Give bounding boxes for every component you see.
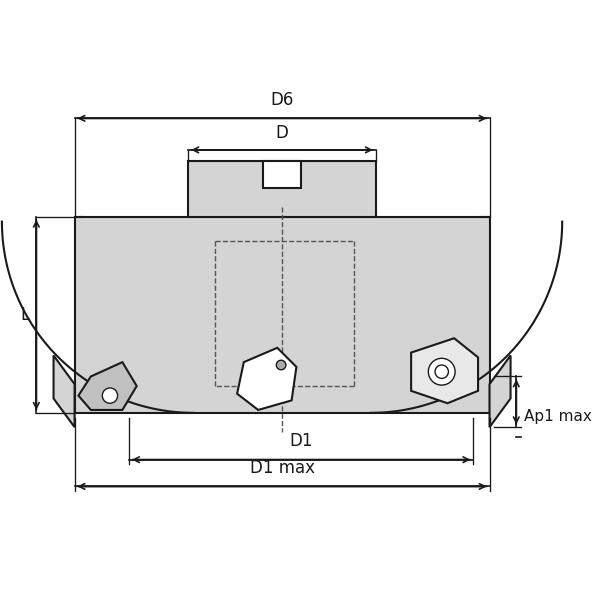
Text: D6: D6 [271,91,294,109]
Text: D1: D1 [289,432,313,450]
Text: L: L [20,306,29,324]
Polygon shape [188,161,376,217]
Text: Ap1 max: Ap1 max [524,409,592,424]
Circle shape [277,360,286,370]
Text: D1 max: D1 max [250,459,314,477]
Circle shape [428,358,455,385]
Polygon shape [74,217,490,413]
Polygon shape [237,348,296,410]
Circle shape [103,388,118,403]
Polygon shape [490,355,511,427]
Circle shape [435,365,448,379]
Polygon shape [411,338,478,403]
Polygon shape [263,161,301,188]
Text: D: D [275,124,289,142]
Polygon shape [53,355,74,427]
Polygon shape [79,362,137,410]
